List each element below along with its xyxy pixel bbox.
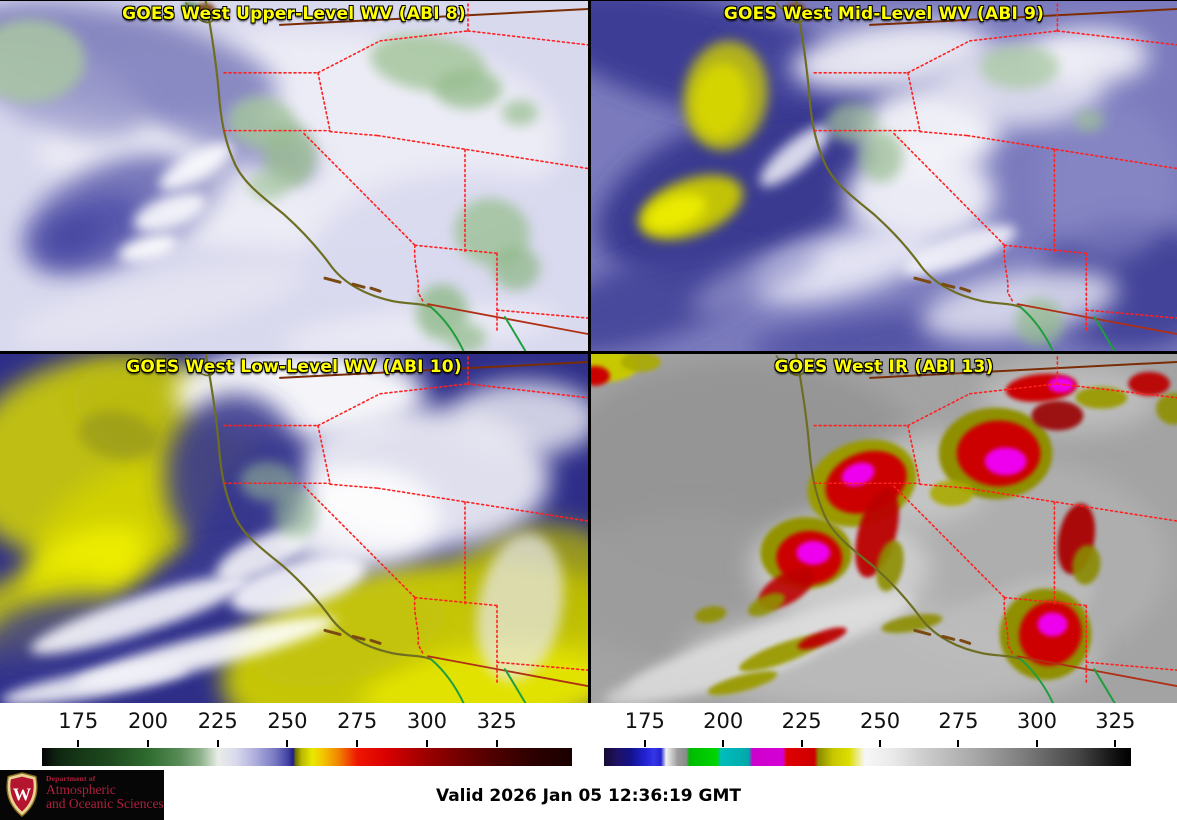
colorbar-tick-label: 175 — [624, 709, 665, 733]
colorbar-tick-mark — [286, 740, 289, 747]
panel-title-abi8: GOES West Upper-Level WV (ABI 8) — [122, 4, 466, 24]
colorbar-tick-mark — [77, 740, 80, 747]
colorbar-tick-label: 250 — [267, 709, 308, 733]
colorbar-tick-label: 175 — [58, 709, 99, 733]
colorbar-tick-label: 300 — [406, 709, 447, 733]
footer: W Department of Atmospheric and Oceanic … — [0, 770, 1177, 820]
colorbar-tick-mark — [425, 740, 428, 747]
panel-low-level-wv: GOES West Low-Level WV (ABI 10) — [0, 354, 588, 703]
colorbar-tick-label: 275 — [337, 709, 378, 733]
colorbar-strip: 175 200 225 250 275 300 325 175 200 225 250 275 300… — [0, 703, 1177, 770]
ir-colorbar: 175 200 225 250 275 300 325 — [589, 703, 1177, 770]
ir-image — [591, 354, 1177, 703]
panel-title-abi13: GOES West IR (ABI 13) — [774, 357, 994, 377]
logo-name-line2: and Oceanic Sciences — [46, 796, 164, 812]
wv-colorbar: 175 200 225 250 275 300 325 — [0, 703, 589, 770]
panel-title-abi10: GOES West Low-Level WV (ABI 10) — [126, 357, 462, 377]
colorbar-tick-label: 325 — [476, 709, 517, 733]
logo-text: Department of Atmospheric and Oceanic Sc… — [46, 775, 164, 811]
panel-upper-level-wv: GOES West Upper-Level WV (ABI 8) — [0, 1, 588, 351]
colorbar-tick-mark — [957, 740, 960, 747]
colorbar-tick-label: 225 — [197, 709, 238, 733]
colorbar-tick-mark — [643, 740, 646, 747]
colorbar-tick-label: 275 — [938, 709, 979, 733]
colorbar-tick-mark — [1114, 740, 1117, 747]
colorbar-tick-label: 250 — [860, 709, 901, 733]
uw-aos-logo: W Department of Atmospheric and Oceanic … — [0, 770, 164, 820]
wv-colorbar-gradient — [42, 748, 572, 766]
satellite-panel-grid: GOES West Upper-Level WV (ABI 8) GOES We… — [0, 0, 1177, 703]
mid-level-wv-image — [591, 1, 1177, 351]
colorbar-tick-mark — [147, 740, 149, 747]
colorbar-tick-label: 300 — [1016, 709, 1057, 733]
colorbar-tick-label: 225 — [781, 709, 822, 733]
svg-text:W: W — [13, 785, 32, 805]
panel-title-abi9: GOES West Mid-Level WV (ABI 9) — [723, 4, 1045, 24]
uw-crest-icon: W — [6, 772, 38, 818]
panel-ir: GOES West IR (ABI 13) — [591, 354, 1177, 703]
colorbar-tick-label: 200 — [127, 709, 169, 733]
panel-mid-level-wv: GOES West Mid-Level WV (ABI 9) — [591, 1, 1177, 351]
colorbar-tick-mark — [356, 740, 359, 747]
logo-name-line1: Atmospheric — [46, 781, 116, 797]
colorbar-tick-label: 325 — [1095, 709, 1136, 733]
upper-level-wv-image — [0, 1, 588, 351]
low-level-wv-image — [0, 354, 588, 703]
colorbar-tick-mark — [1035, 740, 1038, 747]
colorbar-tick-label: 200 — [703, 709, 744, 733]
valid-timestamp: Valid 2026 Jan 05 12:36:19 GMT — [435, 785, 742, 806]
colorbar-tick-mark — [495, 740, 498, 747]
logo-department-line: Department of — [46, 774, 96, 783]
colorbar-tick-mark — [216, 740, 219, 747]
colorbar-tick-mark — [800, 740, 803, 747]
ir-colorbar-gradient — [604, 748, 1131, 766]
colorbar-tick-mark — [879, 740, 882, 747]
colorbar-tick-mark — [722, 740, 725, 747]
